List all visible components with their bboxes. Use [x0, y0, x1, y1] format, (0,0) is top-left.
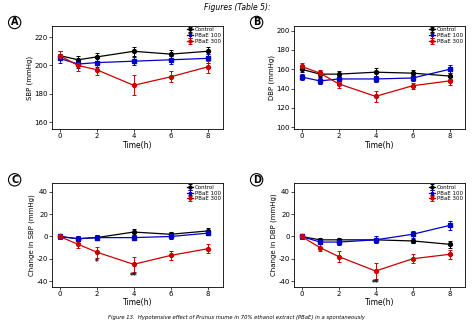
- Legend: Control, PBaE 100, PBaE 300: Control, PBaE 100, PBaE 300: [186, 184, 221, 202]
- Text: C: C: [11, 175, 18, 185]
- X-axis label: Time(h): Time(h): [365, 298, 394, 307]
- Legend: Control, PBaE 100, PBaE 300: Control, PBaE 100, PBaE 300: [428, 27, 464, 45]
- Text: D: D: [253, 175, 261, 185]
- Text: A: A: [11, 17, 18, 27]
- X-axis label: Time(h): Time(h): [123, 141, 152, 150]
- Y-axis label: Change in DBP (mmHg): Change in DBP (mmHg): [271, 194, 277, 276]
- X-axis label: Time(h): Time(h): [365, 141, 394, 150]
- Text: **: **: [372, 279, 380, 288]
- Legend: Control, PBaE 100, PBaE 300: Control, PBaE 100, PBaE 300: [186, 27, 221, 45]
- Y-axis label: DBP (mmHg): DBP (mmHg): [269, 55, 275, 100]
- Y-axis label: SBP (mmHg): SBP (mmHg): [27, 55, 33, 99]
- Text: B: B: [253, 17, 260, 27]
- X-axis label: Time(h): Time(h): [123, 298, 152, 307]
- Legend: Control, PBaE 100, PBaE 300: Control, PBaE 100, PBaE 300: [428, 184, 464, 202]
- Text: Figures (Table 5):: Figures (Table 5):: [204, 3, 270, 12]
- Text: **: **: [130, 272, 137, 281]
- Text: Figure 13.  Hypotensive effect of Prunus mume in 70% ethanol extract (PBaE) in a: Figure 13. Hypotensive effect of Prunus …: [109, 315, 365, 320]
- Text: *: *: [95, 258, 99, 267]
- Y-axis label: Change in SBP (mmHg): Change in SBP (mmHg): [29, 194, 35, 276]
